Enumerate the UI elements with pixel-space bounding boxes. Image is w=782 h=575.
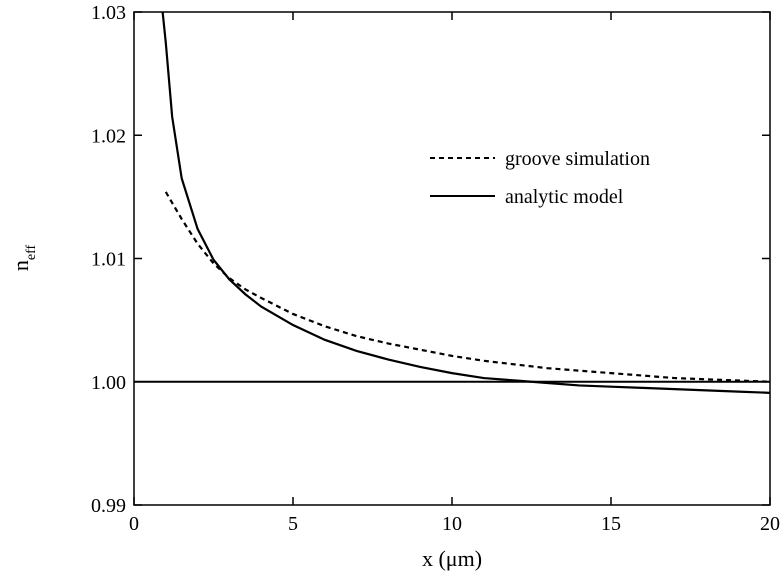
svg-text:neff: neff bbox=[8, 245, 39, 272]
x-tick-label: 0 bbox=[129, 513, 139, 535]
y-axis-label-main: n bbox=[8, 260, 33, 271]
y-tick-label: 1.01 bbox=[91, 249, 126, 271]
plot-frame bbox=[133, 11, 771, 506]
series-line-groove-simulation bbox=[164, 191, 771, 383]
x-tick-label: 15 bbox=[601, 513, 621, 535]
y-tick-label: 0.99 bbox=[91, 495, 126, 517]
y-axis-label: neff bbox=[8, 245, 39, 272]
x-tick-label: 10 bbox=[442, 513, 462, 535]
series-line-analytic-model bbox=[161, 11, 771, 394]
legend-label: groove simulation bbox=[505, 148, 650, 170]
x-tick-label: 5 bbox=[288, 513, 298, 535]
y-tick-label: 1.02 bbox=[91, 125, 126, 147]
y-tick-label: 1.00 bbox=[91, 372, 126, 394]
x-axis-label: x (μm) bbox=[422, 546, 482, 571]
y-tick-label: 1.03 bbox=[91, 2, 126, 24]
legend-label: analytic model bbox=[505, 186, 624, 208]
y-axis-label-sub: eff bbox=[24, 245, 39, 261]
x-tick-label: 20 bbox=[760, 513, 780, 535]
